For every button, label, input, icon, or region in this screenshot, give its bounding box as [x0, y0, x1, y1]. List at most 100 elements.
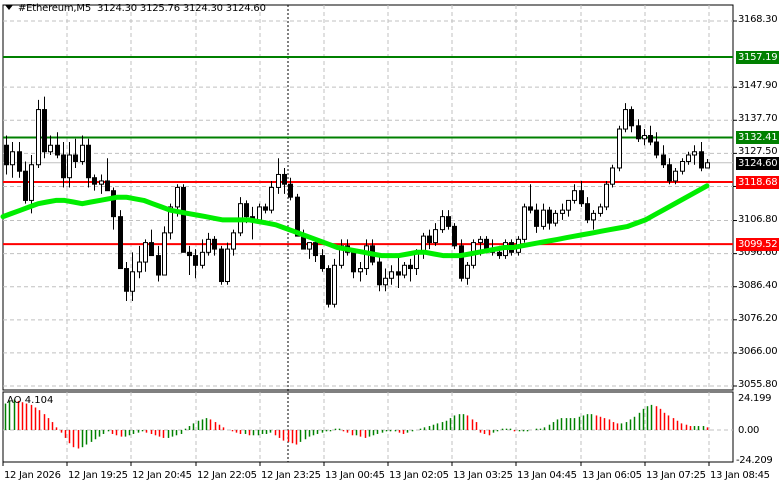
candle-bearish — [484, 238, 489, 250]
candle-bearish — [326, 268, 331, 305]
candle-bullish — [610, 167, 615, 185]
candle-bullish — [553, 212, 558, 224]
candle-bullish — [168, 206, 173, 234]
candle-bullish — [522, 206, 527, 240]
ao-panel-frame — [2, 391, 734, 463]
time-label: 13 Jan 07:25 — [646, 470, 706, 481]
time-label: 13 Jan 08:45 — [710, 470, 770, 481]
candle-bearish — [156, 255, 161, 276]
candle-bullish — [36, 109, 41, 166]
candle-bearish — [282, 173, 287, 185]
candle-bullish — [686, 154, 691, 162]
candle-bullish — [402, 264, 407, 276]
candle-bearish — [118, 216, 123, 270]
price-tick-label: 3106.80 — [738, 213, 778, 225]
price-tick-label: 3137.70 — [738, 113, 778, 125]
time-label: 13 Jan 04:45 — [517, 470, 577, 481]
candle-bearish — [244, 203, 249, 218]
candle-bearish — [699, 151, 704, 169]
candle-bullish — [67, 154, 72, 179]
time-label: 12 Jan 23:25 — [261, 470, 321, 481]
candle-bearish — [149, 242, 154, 257]
candle-bearish — [427, 235, 432, 244]
candle-bullish — [257, 206, 262, 221]
candle-bullish — [175, 186, 180, 208]
candle-bullish — [692, 151, 697, 156]
candle-bearish — [547, 209, 552, 224]
dropdown-triangle-icon[interactable] — [5, 5, 13, 10]
candle-bearish — [61, 154, 66, 179]
time-label: 12 Jan 19:25 — [68, 470, 128, 481]
candle-bullish — [206, 238, 211, 253]
candle-bullish — [99, 180, 104, 185]
ao-indicator-label: AO 4.104 — [7, 395, 54, 406]
candle-bullish — [705, 162, 710, 169]
candle-bullish — [162, 232, 167, 276]
time-label: 12 Jan 22:05 — [197, 470, 257, 481]
candle-bearish — [579, 190, 584, 205]
candle-bullish — [680, 160, 685, 172]
price-tick-label: 3168.30 — [738, 14, 778, 25]
candle-bullish — [225, 248, 230, 283]
candle-bullish — [143, 242, 148, 263]
candle-bearish — [193, 255, 198, 266]
candle-bearish — [92, 177, 97, 185]
candle-bearish — [648, 135, 653, 143]
candle-bearish — [4, 144, 9, 166]
candle-bullish — [566, 199, 571, 211]
price-tick-label: 3127.50 — [738, 146, 778, 158]
price-tick-label: 3055.80 — [738, 379, 778, 390]
ao-scale-top: 24.199 — [738, 393, 772, 404]
ao-scale-mid: 0.00 — [738, 425, 760, 436]
time-label: 13 Jan 06:05 — [582, 470, 642, 481]
candle-bullish — [200, 251, 205, 266]
candle-bearish — [667, 164, 672, 182]
candle-bearish — [661, 154, 666, 166]
price-tag-support-2: 3099.52 — [736, 238, 780, 252]
price-tick-label: 3076.20 — [738, 312, 778, 324]
candle-bullish — [541, 209, 546, 227]
moving-average-line — [0, 183, 710, 259]
candle-bullish — [269, 186, 274, 211]
price-tick-label: 3086.40 — [738, 279, 778, 291]
candle-bearish — [636, 125, 641, 140]
time-label: 13 Jan 00:45 — [325, 470, 385, 481]
candle-bearish — [219, 248, 224, 283]
candle-bullish — [440, 216, 445, 231]
candle-bearish — [73, 154, 78, 162]
candle-bearish — [23, 170, 28, 201]
candle-bullish — [433, 229, 438, 244]
price-tag-current-price: 3124.60 — [736, 156, 780, 170]
candle-bearish — [396, 271, 401, 276]
candle-bullish — [364, 245, 369, 270]
candle-bullish — [389, 271, 394, 279]
time-label: 12 Jan 20:45 — [132, 470, 192, 481]
ohlc-values: 3124.30 3125.76 3124.30 3124.60 — [96, 3, 266, 14]
price-tick-label: 3096.60 — [738, 246, 778, 258]
candle-bearish — [629, 109, 634, 127]
candle-bearish — [446, 216, 451, 227]
price-tick-label: 3147.90 — [738, 80, 778, 92]
time-label: 12 Jan 2026 — [4, 470, 61, 481]
candle-bearish — [497, 251, 502, 257]
candle-bearish — [320, 255, 325, 270]
candle-bearish — [288, 183, 293, 198]
candle-bearish — [459, 245, 464, 279]
symbol-label: #Ethereum,M5 — [18, 3, 92, 14]
ao-scale-bottom: -24.209 — [736, 455, 773, 466]
candle-bearish — [187, 251, 192, 257]
candle-bearish — [55, 144, 60, 156]
candle-bearish — [263, 206, 268, 211]
candle-bullish — [383, 277, 388, 286]
candle-bullish — [80, 144, 85, 162]
candle-bullish — [332, 264, 337, 305]
candle-bearish — [585, 203, 590, 221]
price-tick-label: 3066.00 — [738, 345, 778, 357]
candle-bullish — [29, 164, 34, 201]
candle-bearish — [654, 141, 659, 156]
candle-bearish — [534, 209, 539, 227]
candle-bearish — [377, 261, 382, 286]
candle-bullish — [642, 135, 647, 140]
